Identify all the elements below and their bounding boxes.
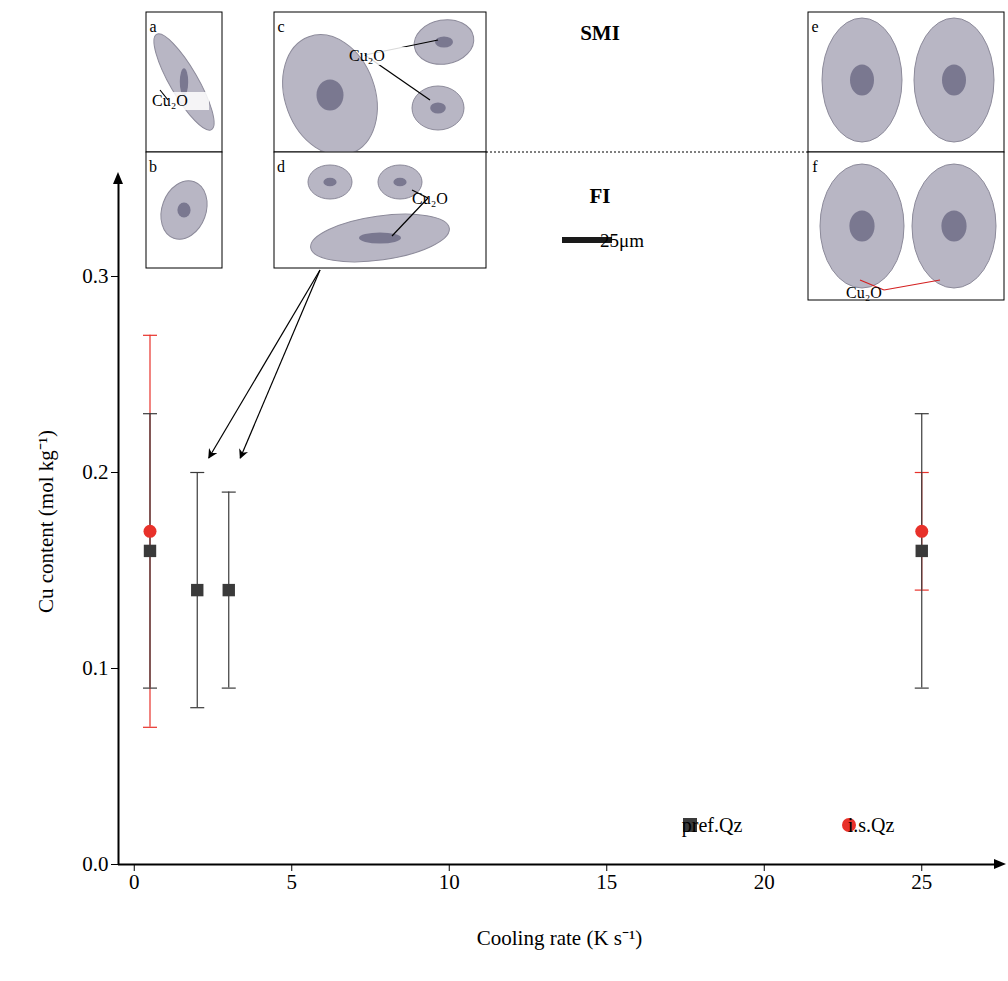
svg-text:Cu₂O: Cu₂O [846, 284, 882, 301]
svg-text:0.0: 0.0 [82, 852, 108, 876]
svg-text:25μm: 25μm [600, 230, 644, 251]
svg-text:0.1: 0.1 [82, 656, 108, 680]
svg-text:FI: FI [590, 184, 611, 208]
svg-text:0.2: 0.2 [82, 460, 108, 484]
svg-text:b: b [149, 158, 157, 175]
svg-text:0: 0 [129, 870, 140, 894]
svg-text:i.s.Qz: i.s.Qz [848, 814, 895, 836]
svg-text:c: c [277, 18, 284, 35]
svg-text:25: 25 [911, 870, 932, 894]
svg-text:0.3: 0.3 [82, 264, 108, 288]
svg-text:a: a [149, 18, 156, 35]
svg-text:15: 15 [596, 870, 617, 894]
svg-text:20: 20 [754, 870, 775, 894]
svg-text:d: d [277, 158, 285, 175]
svg-text:Cu₂O: Cu₂O [349, 47, 385, 64]
svg-text:Cooling rate (K s⁻¹): Cooling rate (K s⁻¹) [477, 926, 643, 950]
svg-text:10: 10 [439, 870, 460, 894]
svg-text:5: 5 [287, 870, 298, 894]
svg-text:f: f [812, 158, 818, 175]
svg-text:pref.Qz: pref.Qz [682, 814, 743, 837]
svg-text:Cu₂O: Cu₂O [412, 190, 448, 207]
svg-text:e: e [811, 18, 818, 35]
svg-text:SMI: SMI [580, 21, 620, 45]
svg-text:Cu₂O: Cu₂O [152, 92, 188, 109]
svg-text:Cu content (mol kg⁻¹): Cu content (mol kg⁻¹) [34, 430, 58, 613]
